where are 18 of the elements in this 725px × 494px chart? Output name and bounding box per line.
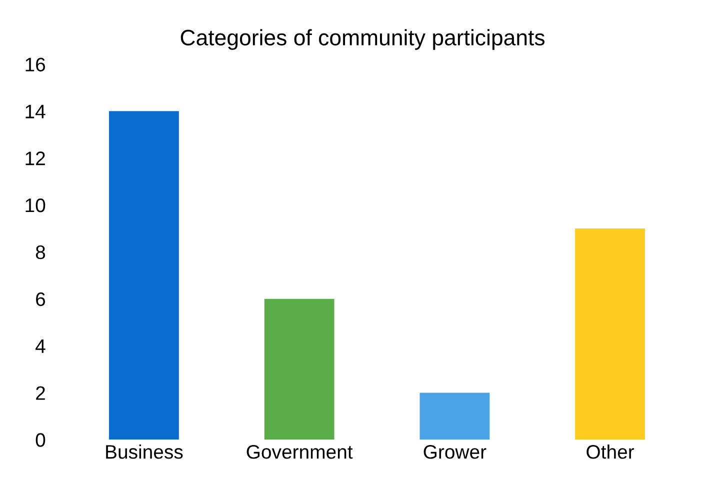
y-tick-label: 10 [26, 198, 46, 212]
y-tick-label: 8 [36, 245, 46, 260]
x-tick-label: Other [586, 444, 634, 459]
bar [264, 298, 334, 440]
y-tick-label: 4 [36, 339, 46, 353]
y-tick-label: 16 [26, 58, 46, 72]
chart-title: Categories of community participants [180, 29, 545, 50]
bar [575, 228, 645, 440]
x-tick-label: Business [106, 444, 183, 459]
bar [420, 392, 490, 440]
y-tick-label: 0 [36, 433, 46, 447]
y-tick-label: 14 [26, 104, 46, 118]
y-tick-label: 2 [36, 386, 45, 400]
y-tick-label: 6 [36, 292, 46, 306]
x-tick-label: Government [246, 445, 353, 459]
bar [109, 111, 179, 440]
y-tick-label: 12 [26, 152, 45, 166]
x-tick-label: Grower [424, 445, 486, 459]
